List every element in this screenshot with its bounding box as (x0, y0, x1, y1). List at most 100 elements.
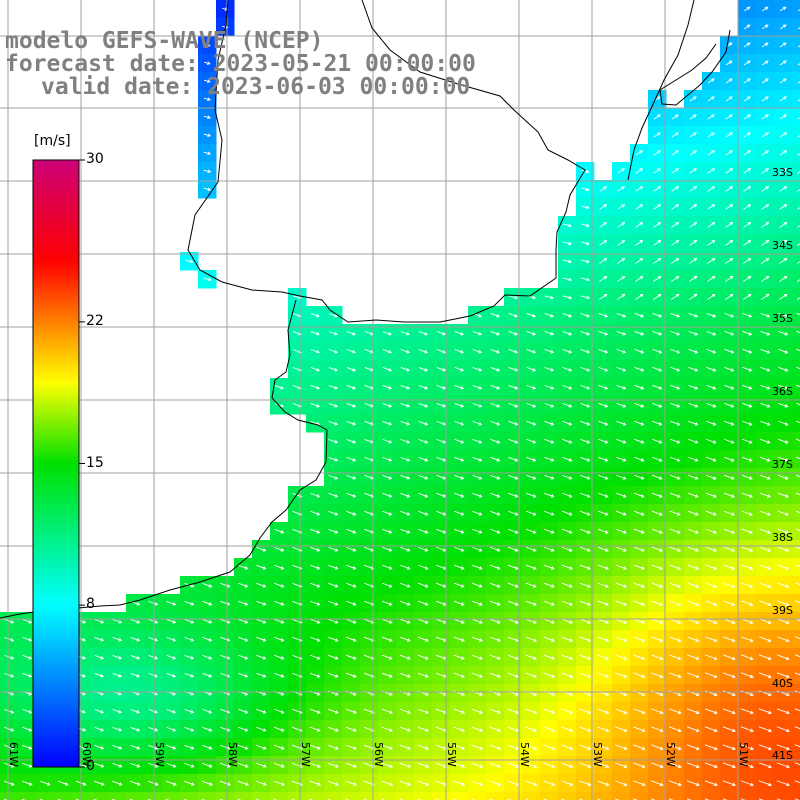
wind-arrow (400, 582, 411, 588)
wind-arrow (525, 636, 538, 642)
wind-arrow (688, 293, 698, 300)
wind-arrow (507, 654, 520, 660)
wind-arrow (220, 636, 231, 642)
field-cell (792, 234, 800, 253)
wind-arrow (740, 762, 755, 769)
wind-arrow (797, 99, 800, 102)
wind-arrow (725, 114, 733, 120)
wind-arrow (544, 438, 555, 444)
colorbar-gradient (32, 159, 80, 768)
field-cell (792, 594, 800, 613)
wind-arrow (561, 744, 574, 750)
wind-arrow (489, 780, 502, 786)
wind-arrow (148, 673, 159, 678)
wind-arrow (309, 672, 321, 678)
wind-arrow (561, 528, 573, 534)
wind-arrow (400, 492, 411, 498)
wind-arrow (669, 492, 681, 498)
wind-arrow (328, 618, 339, 624)
wind-arrow (598, 330, 609, 336)
wind-arrow (668, 780, 682, 787)
wind-arrow (130, 709, 141, 714)
wind-arrow (650, 744, 664, 751)
wind-arrow (544, 331, 555, 336)
wind-arrow (148, 655, 159, 660)
wind-arrow (274, 672, 285, 678)
wind-arrow (310, 600, 321, 606)
wind-arrow (543, 564, 555, 570)
wind-arrow (794, 654, 800, 658)
field-cell (792, 720, 800, 739)
field-cell (648, 792, 667, 800)
wind-arrow (471, 708, 484, 714)
field-cell (18, 792, 37, 800)
wind-arrow (507, 726, 520, 732)
wind-arrow (740, 726, 754, 733)
wind-arrow (635, 258, 644, 264)
wind-arrow (166, 726, 177, 732)
wind-arrow (237, 780, 249, 786)
wind-arrow (490, 474, 501, 480)
wind-arrow (508, 474, 519, 480)
wind-arrow (327, 708, 339, 714)
wind-arrow (562, 295, 573, 300)
wind-arrow (670, 293, 680, 300)
field-cell (702, 792, 721, 800)
wind-arrow (202, 600, 213, 606)
field-cell (792, 666, 800, 685)
wind-arrow (490, 384, 501, 390)
wind-arrow (616, 402, 627, 408)
field-cell (792, 90, 800, 109)
wind-arrow (580, 313, 591, 318)
wind-arrow (633, 546, 645, 552)
wind-arrow (346, 510, 357, 516)
wind-arrow (633, 582, 646, 588)
wind-arrow (652, 312, 663, 318)
wind-arrow (580, 438, 591, 444)
wind-arrow (686, 726, 700, 733)
wind-arrow (382, 438, 393, 444)
wind-arrow (346, 367, 357, 372)
model-title: modelo GEFS-WAVE (NCEP) (5, 28, 324, 54)
field-cell (126, 792, 145, 800)
wind-arrow (705, 474, 717, 480)
wind-arrow (778, 348, 789, 354)
wind-arrow (597, 618, 610, 624)
wind-arrow (417, 672, 429, 678)
wind-arrow (758, 762, 773, 769)
wind-arrow (686, 780, 700, 787)
field-cell (684, 792, 703, 800)
wind-arrow (400, 402, 411, 408)
wind-arrow (761, 78, 769, 84)
wind-arrow (543, 582, 555, 588)
wind-arrow (327, 744, 339, 750)
wind-arrow (758, 744, 773, 751)
wind-arrow (202, 636, 213, 642)
wind-arrow (688, 366, 699, 372)
field-cell (792, 198, 800, 217)
wind-arrow (579, 762, 592, 768)
wind-arrow (797, 135, 800, 138)
wind-arrow (238, 600, 249, 606)
wind-arrow (707, 186, 716, 192)
field-cell (792, 306, 800, 325)
wind-arrow (310, 528, 321, 534)
wind-arrow (761, 42, 769, 48)
wind-arrow (525, 654, 538, 660)
wind-arrow (689, 168, 698, 174)
wind-arrow (707, 168, 716, 174)
wind-arrow (508, 402, 519, 408)
wind-arrow (184, 636, 195, 642)
wind-arrow (328, 492, 339, 498)
wind-arrow (653, 204, 662, 210)
wind-arrow (725, 132, 733, 138)
wind-arrow (148, 709, 159, 714)
wind-arrow (689, 132, 697, 138)
wind-arrow (400, 546, 411, 552)
wind-arrow (526, 474, 537, 480)
wind-arrow (112, 655, 123, 660)
wind-arrow (237, 762, 249, 768)
field-cell (90, 792, 109, 800)
wind-arrow (741, 582, 754, 588)
wind-arrow (779, 239, 788, 246)
